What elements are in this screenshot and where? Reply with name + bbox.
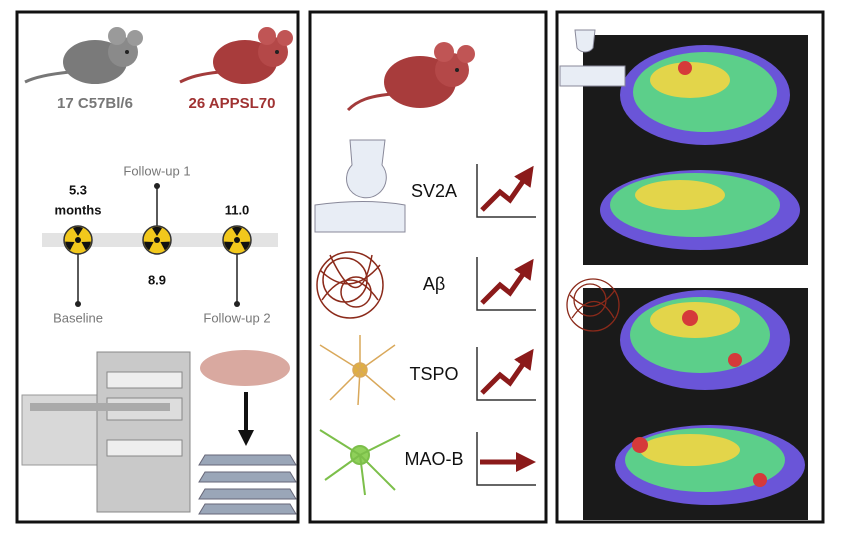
timepoint-label: Baseline <box>53 310 103 325</box>
pet-scan-icon <box>222 225 252 255</box>
trend-arrow <box>480 348 534 395</box>
mouse-wt <box>24 27 143 84</box>
timeline-dot <box>154 183 160 189</box>
time-unit: months <box>55 202 102 217</box>
time-value: 5.3 <box>69 182 87 197</box>
time-value: 8.9 <box>148 272 166 287</box>
trend-arrow <box>480 258 534 305</box>
marker-label: Aβ <box>423 274 445 294</box>
marker-label: TSPO <box>409 364 458 384</box>
marker-label: SV2A <box>411 181 457 201</box>
brain <box>200 350 290 386</box>
pet-image <box>583 288 808 520</box>
trend-axis <box>476 164 536 218</box>
synapse-icon <box>314 139 406 233</box>
pet-scan-icon <box>63 225 93 255</box>
astrocyte-icon <box>319 429 401 496</box>
amyloid-icon <box>566 278 620 332</box>
trend-arrow <box>480 165 534 212</box>
timepoint-label: Follow-up 2 <box>203 310 270 325</box>
synapse-icon <box>559 29 626 87</box>
marker-label: MAO-B <box>404 449 463 469</box>
timepoint-label: Follow-up 1 <box>123 163 190 178</box>
trend-axis <box>476 347 536 401</box>
cohort-label: 26 APPSL70 <box>189 95 276 112</box>
cohort-label: 17 C57Bl/6 <box>57 95 133 112</box>
pet-scan-icon <box>142 225 172 255</box>
trend-axis <box>476 257 536 311</box>
mouse-tg <box>346 42 475 112</box>
mouse-tg <box>179 27 293 84</box>
microglia-icon <box>319 335 396 406</box>
timeline-dot <box>75 301 81 307</box>
timeline-dot <box>234 301 240 307</box>
amyloid-icon <box>316 251 384 319</box>
trend-axis <box>476 432 536 486</box>
scanner <box>21 351 191 513</box>
time-value: 11.0 <box>225 202 250 217</box>
slides <box>198 454 297 515</box>
